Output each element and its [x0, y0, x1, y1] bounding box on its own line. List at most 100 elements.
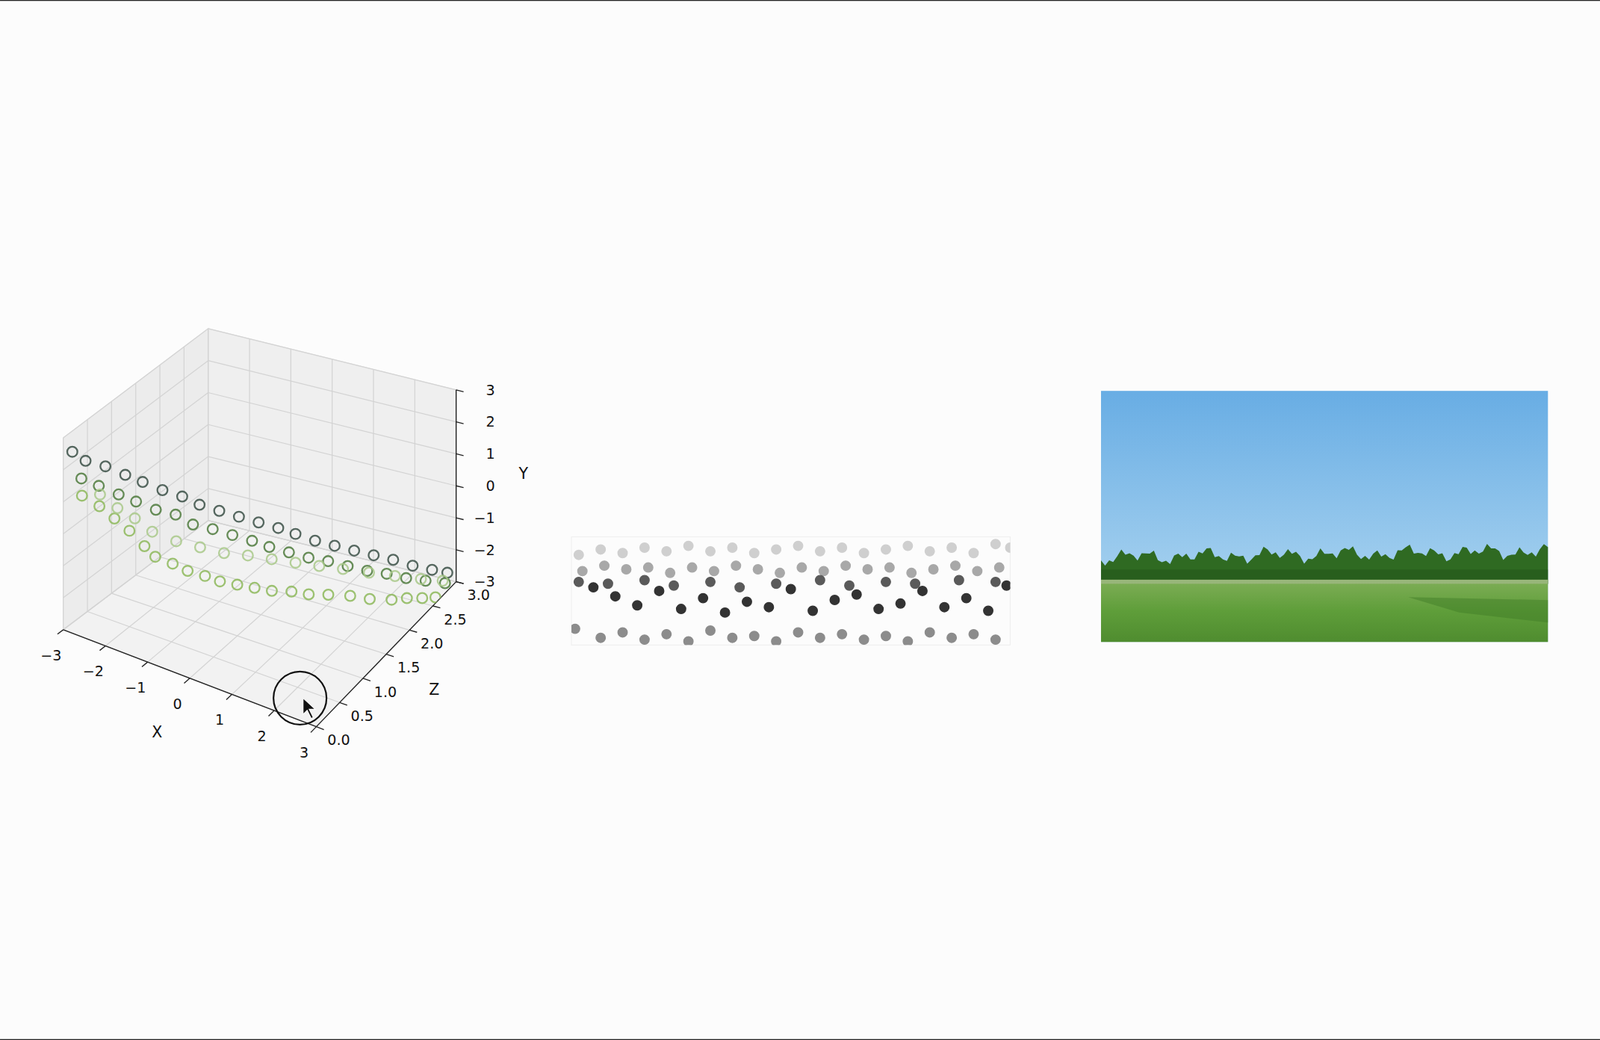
tick-label: −3: [473, 572, 495, 591]
point: [991, 577, 1001, 588]
point: [571, 623, 580, 634]
point: [903, 636, 913, 645]
point: [910, 578, 921, 589]
point: [654, 586, 665, 597]
point: [233, 511, 245, 523]
point: [881, 544, 892, 555]
point: [100, 460, 111, 472]
field: [1101, 579, 1548, 642]
point: [218, 547, 230, 558]
tick-mark: [432, 605, 440, 609]
point: [954, 575, 965, 585]
point: [309, 535, 321, 547]
tick-label: 0: [485, 477, 495, 495]
tick-mark: [183, 678, 190, 684]
frame-edge: [0, 1039, 1600, 1040]
point: [705, 577, 716, 588]
point: [137, 476, 148, 488]
tick-mark: [141, 661, 148, 667]
axis-title: Y: [518, 464, 529, 483]
grid-line: [208, 520, 457, 582]
point: [232, 579, 243, 591]
point: [742, 596, 753, 607]
point: [837, 543, 848, 553]
tick-mark: [386, 654, 394, 657]
grid-line: [135, 383, 136, 576]
point: [389, 570, 401, 582]
points: [67, 446, 453, 606]
point: [207, 523, 219, 535]
tick-label: 0: [173, 695, 183, 713]
point: [167, 558, 178, 570]
canvas: −3−2−101230.00.51.01.52.02.53.0−3−2−1012…: [0, 0, 1600, 1040]
tick-mark: [226, 693, 233, 700]
point: [924, 627, 935, 638]
tick-label: −1: [473, 509, 495, 527]
point: [437, 575, 449, 586]
point: [157, 484, 169, 496]
tick-label: −3: [40, 646, 62, 665]
point: [200, 570, 211, 582]
tree-line: [1101, 543, 1548, 584]
point: [735, 582, 745, 593]
point: [574, 577, 585, 588]
point: [749, 548, 759, 558]
point: [859, 634, 869, 645]
grid-line: [159, 365, 160, 558]
tick-label: 3: [485, 381, 495, 399]
point: [683, 540, 694, 551]
tick-mark: [363, 678, 371, 681]
point: [266, 554, 278, 565]
point: [669, 580, 679, 591]
point: [283, 547, 295, 558]
grid-line: [87, 611, 340, 703]
grid-line: [208, 392, 457, 454]
point: [439, 578, 451, 589]
point: [1001, 580, 1010, 591]
grid: [63, 328, 457, 727]
tick-label: 1.0: [374, 683, 397, 701]
point: [401, 593, 413, 604]
plot-3d: −3−2−101230.00.51.01.52.02.53.0−3−2−1012…: [40, 328, 529, 762]
point: [348, 545, 360, 556]
point: [599, 560, 610, 571]
grid-line: [315, 581, 456, 727]
grid-line: [183, 346, 185, 539]
point: [852, 589, 862, 600]
pane-back: [208, 328, 457, 582]
point: [177, 491, 188, 502]
point: [764, 602, 774, 612]
point: [815, 546, 826, 557]
point: [903, 540, 913, 551]
point: [150, 504, 162, 516]
tick-label: 1.5: [397, 658, 420, 677]
point: [885, 562, 895, 573]
point: [793, 540, 803, 551]
point: [793, 627, 803, 638]
point: [617, 627, 628, 638]
point: [640, 634, 650, 645]
point: [286, 586, 297, 597]
point: [303, 589, 314, 600]
point: [386, 594, 397, 606]
point: [947, 632, 957, 643]
point: [129, 513, 141, 524]
tick-mark: [456, 517, 464, 520]
tick-mark: [456, 389, 464, 392]
point: [797, 562, 807, 573]
point: [194, 499, 205, 511]
axis-title: Z: [428, 680, 440, 699]
point: [661, 546, 672, 557]
tick-mark: [456, 422, 464, 424]
point: [94, 501, 105, 512]
point: [290, 528, 302, 540]
grid-line: [208, 360, 457, 423]
tick-label: 2: [257, 727, 267, 745]
tick-mark: [456, 485, 464, 488]
point: [123, 525, 135, 537]
point: [924, 546, 935, 557]
point: [112, 502, 123, 514]
axis-title: X: [151, 723, 163, 741]
grid-line: [111, 593, 364, 679]
tick-label: −1: [124, 678, 146, 697]
